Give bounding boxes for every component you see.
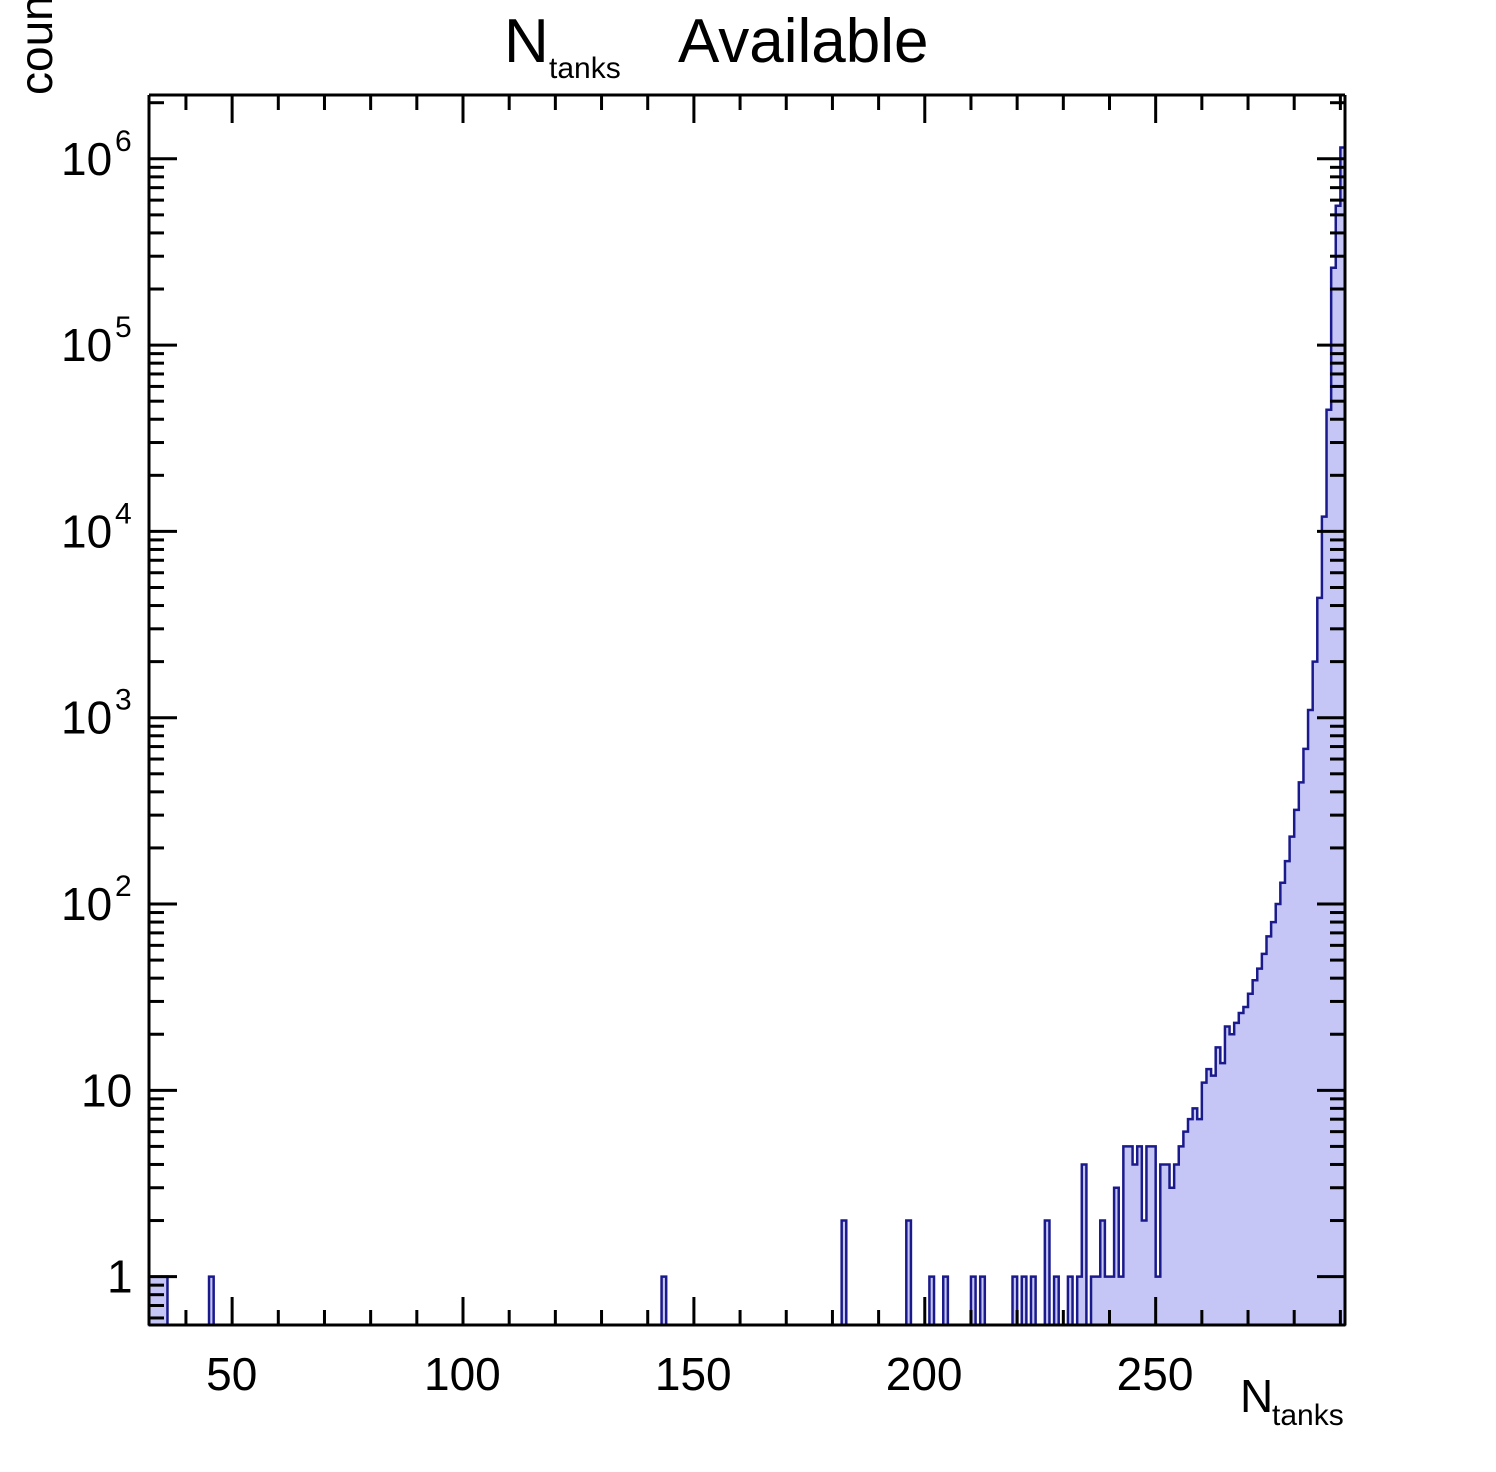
histogram-bar-run <box>905 1219 913 1327</box>
x-tick-label: 200 <box>886 1348 963 1400</box>
y-tick-label: 10 <box>81 1064 132 1116</box>
y-axis-ticks <box>149 101 1345 1320</box>
histogram-bar-run <box>1052 1275 1060 1327</box>
chart-title-rest: Available <box>678 7 928 76</box>
chart-title-subscript: tanks <box>549 52 621 85</box>
chart-title-main: N <box>504 7 549 76</box>
y-tick-exponent: 6 <box>115 125 132 158</box>
y-tick-mantissa: 1 <box>107 1251 133 1303</box>
y-tick-label: 10 6 <box>61 125 132 185</box>
y-tick-label: 10 4 <box>61 497 132 557</box>
histogram-bar-run <box>978 1275 987 1327</box>
histogram-bar-run <box>928 1275 936 1327</box>
y-tick-exponent: 2 <box>115 870 132 903</box>
y-axis-label: count <box>10 0 62 95</box>
x-tick-label: 250 <box>1117 1348 1194 1400</box>
histogram-bar-run <box>1089 146 1347 1327</box>
y-tick-mantissa: 10 <box>61 133 112 185</box>
y-tick-mantissa: 10 <box>61 505 112 557</box>
chart-title: N tanks Available <box>504 7 928 85</box>
x-axis-ticks <box>184 95 1342 1325</box>
y-tick-mantissa: 10 <box>61 319 112 371</box>
y-tick-mantissa: 10 <box>61 878 112 930</box>
x-tick-label: 50 <box>206 1348 257 1400</box>
histogram-bar-run <box>1020 1275 1028 1327</box>
y-tick-exponent: 3 <box>115 684 132 717</box>
histogram-bar-run <box>1066 1275 1074 1327</box>
y-tick-mantissa: 10 <box>61 692 112 744</box>
histogram-bar-run <box>1043 1219 1051 1327</box>
histogram-bar-run <box>207 1275 215 1327</box>
x-axis-label-main: N <box>1240 1370 1273 1422</box>
x-axis-label-subscript: tanks <box>1272 1399 1344 1432</box>
histogram-bar-run <box>660 1275 668 1327</box>
x-axis-label: N tanks <box>1240 1370 1344 1432</box>
histogram-bar-run <box>1029 1275 1037 1327</box>
x-tick-label: 100 <box>424 1348 501 1400</box>
y-tick-label: 10 3 <box>61 684 132 744</box>
y-tick-exponent: 5 <box>115 311 132 344</box>
plot-frame <box>147 93 1347 1327</box>
histogram-bar-run <box>840 1219 848 1327</box>
histogram-bar-run <box>942 1275 950 1327</box>
y-tick-label: 10 2 <box>61 870 132 930</box>
x-axis-tick-labels: 50 100 150 200 250 <box>206 1348 1193 1400</box>
y-tick-label: 1 <box>107 1251 133 1303</box>
y-tick-label: 10 5 <box>61 311 132 371</box>
x-tick-label: 150 <box>655 1348 732 1400</box>
y-tick-exponent: 4 <box>115 497 132 530</box>
y-tick-mantissa: 10 <box>81 1064 132 1116</box>
